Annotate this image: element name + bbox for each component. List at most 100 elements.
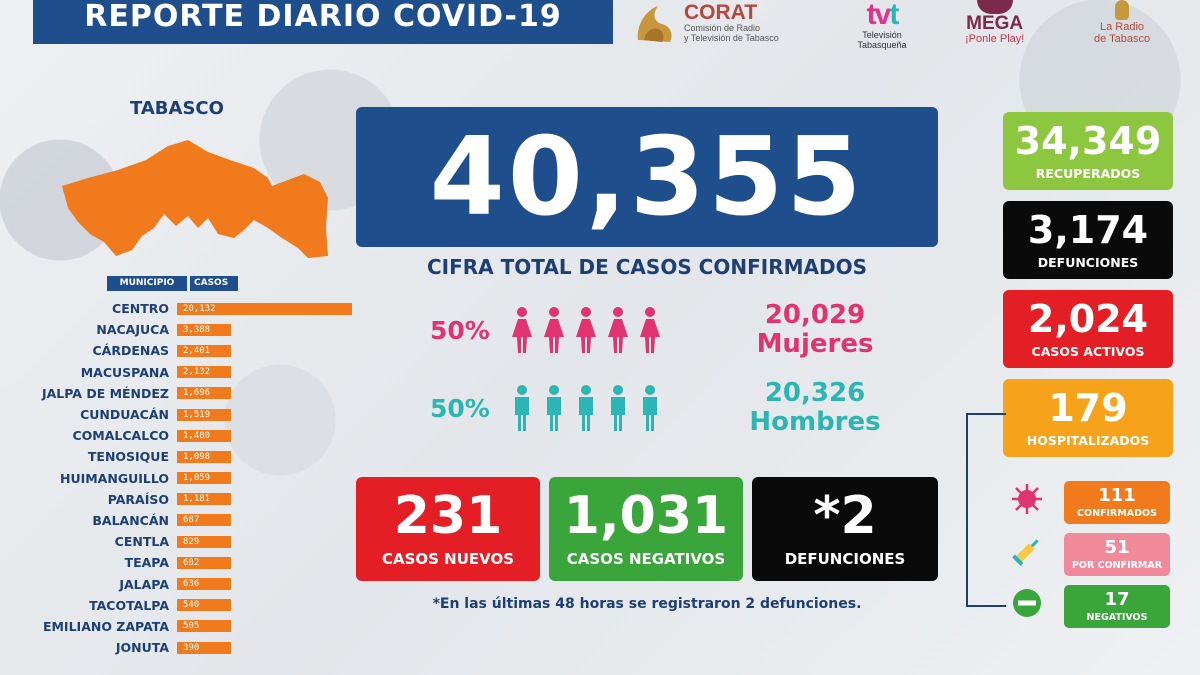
recovered-box: 34,349 RECUPERADOS	[1003, 112, 1173, 190]
total-cases: 40,355	[356, 107, 938, 247]
women-label: Mujeres	[740, 330, 890, 359]
municipality-row: TENOSIQUE 1,098	[0, 446, 360, 467]
municipality-name: NACAJUCA	[0, 322, 177, 337]
municipality-name: JALAPA	[0, 577, 177, 592]
municipality-cases-value: 1,181	[183, 493, 210, 505]
total-deaths-label: DEFUNCIONES	[1038, 255, 1139, 270]
municipality-cases-value: 829	[183, 536, 199, 548]
municipality-cases-value: 1,519	[183, 409, 210, 421]
syringe-icon	[1009, 533, 1045, 569]
municipality-name: TACOTALPA	[0, 598, 177, 613]
municipality-cases-bar: 1,059	[177, 472, 231, 484]
women-percent: 50%	[430, 316, 510, 345]
new-cases-value: 231	[394, 490, 503, 542]
man-icon	[542, 385, 566, 431]
negative-cases-label: CASOS NEGATIVOS	[567, 550, 725, 568]
municipality-cases-bar: 2,132	[177, 366, 231, 378]
municipality-cases-bar: 20,132	[177, 303, 352, 315]
municipality-row: MACUSPANA 2,132	[0, 362, 360, 383]
mega-slogan: ¡Ponle Play!	[965, 33, 1024, 45]
municipality-name: CENTLA	[0, 534, 177, 549]
women-row: 50% 20,029 Mujeres	[430, 300, 890, 360]
tvt-logo: tvt Televisión Tabasqueña	[847, 0, 917, 51]
negative-cases-box: 1,031 CASOS NEGATIVOS	[549, 477, 743, 581]
active-cases-box: 2,024 CASOS ACTIVOS	[1003, 290, 1173, 368]
municipality-cases-value: 1,696	[183, 387, 210, 399]
recovered-label: RECUPERADOS	[1036, 166, 1141, 181]
municipality-row: JALAPA 636	[0, 573, 360, 594]
municipality-cases-value: 20,132	[183, 303, 216, 315]
men-label: Hombres	[740, 408, 890, 437]
hospitalized-label: HOSPITALIZADOS	[1027, 433, 1150, 448]
municipality-cases-bar: 636	[177, 578, 231, 590]
man-icon	[638, 385, 662, 431]
corat-mark-icon	[628, 0, 678, 45]
municipality-name: JONUTA	[0, 640, 177, 655]
municipality-cases-bar: 829	[177, 536, 231, 548]
municipality-row: CENTRO 20,132	[0, 298, 360, 319]
municipality-cases-bar: 1,696	[177, 387, 231, 399]
municipality-name: COMALCALCO	[0, 428, 177, 443]
deaths-footnote: *En las últimas 48 horas se registraron …	[356, 596, 938, 612]
daily-deaths-label: DEFUNCIONES	[785, 550, 906, 568]
mega-logo: MEGA ¡Ponle Play!	[965, 0, 1024, 45]
state-label: TABASCO	[130, 98, 224, 119]
cases-header: CASOS	[190, 276, 238, 291]
municipality-name: CUNDUACÁN	[0, 407, 177, 422]
men-figures	[510, 385, 740, 431]
men-percent: 50%	[430, 394, 510, 423]
municipality-cases-value: 390	[183, 642, 199, 654]
municipality-cases-value: 2,132	[183, 366, 210, 378]
woman-icon	[510, 307, 534, 353]
municipality-row: NACAJUCA 3,388	[0, 319, 360, 340]
woman-icon	[606, 307, 630, 353]
municipality-header: MUNICIPIO	[107, 276, 187, 291]
women-count: 20,029	[740, 301, 890, 330]
tabasco-map	[58, 138, 330, 268]
radio-line2: de Tabasco	[1094, 33, 1150, 46]
municipality-row: HUIMANGUILLO 1,059	[0, 468, 360, 489]
municipality-cases-bar: 390	[177, 642, 231, 654]
municipality-row: PARAÍSO 1,181	[0, 489, 360, 510]
municipality-cases-value: 687	[183, 514, 199, 526]
municipality-cases-value: 1,098	[183, 451, 210, 463]
total-cases-label: CIFRA TOTAL DE CASOS CONFIRMADOS	[356, 255, 938, 279]
municipality-name: PARAÍSO	[0, 492, 177, 507]
mega-mark-icon	[977, 0, 1013, 14]
hospitalized-value: 179	[1048, 389, 1127, 427]
municipality-cases-bar: 1,098	[177, 451, 231, 463]
daily-deaths-box: *2 DEFUNCIONES	[752, 477, 938, 581]
recovered-value: 34,349	[1015, 122, 1162, 160]
municipality-cases-value: 1,059	[183, 472, 210, 484]
municipality-row: CENTLA 829	[0, 531, 360, 552]
total-deaths-box: 3,174 DEFUNCIONES	[1003, 201, 1173, 279]
new-cases-label: CASOS NUEVOS	[382, 550, 514, 568]
women-count-block: 20,029 Mujeres	[740, 301, 890, 358]
hosp-confirmed-value: 111	[1098, 487, 1136, 505]
municipality-cases-bar: 1,480	[177, 430, 231, 442]
municipality-cases-value: 682	[183, 557, 199, 569]
municipality-name: TENOSIQUE	[0, 449, 177, 464]
report-title: REPORTE DIARIO COVID-19	[33, 0, 613, 44]
municipality-row: BALANCÁN 687	[0, 510, 360, 531]
man-icon	[606, 385, 630, 431]
municipality-cases-value: 3,388	[183, 324, 210, 336]
municipality-name: TEAPA	[0, 555, 177, 570]
active-cases-label: CASOS ACTIVOS	[1032, 344, 1145, 359]
women-figures	[510, 307, 740, 353]
municipality-row: CÁRDENAS 2,401	[0, 340, 360, 361]
municipality-cases-bar: 687	[177, 514, 231, 526]
municipality-cases-value: 540	[183, 599, 199, 611]
tvt-sub: Televisión Tabasqueña	[847, 30, 917, 51]
municipality-table-header: MUNICIPIO CASOS	[107, 276, 238, 291]
municipality-name: MACUSPANA	[0, 365, 177, 380]
hosp-confirmed-box: 111 CONFIRMADOS	[1064, 481, 1170, 524]
municipality-row: TACOTALPA 540	[0, 595, 360, 616]
municipality-row: CUNDUACÁN 1,519	[0, 404, 360, 425]
radio-logo: La Radio de Tabasco	[1094, 0, 1150, 46]
woman-icon	[638, 307, 662, 353]
tvt-mark: tvt	[867, 0, 898, 30]
minus-circle-icon	[1009, 585, 1045, 621]
municipality-name: EMILIANO ZAPATA	[0, 619, 177, 634]
municipality-name: BALANCÁN	[0, 513, 177, 528]
